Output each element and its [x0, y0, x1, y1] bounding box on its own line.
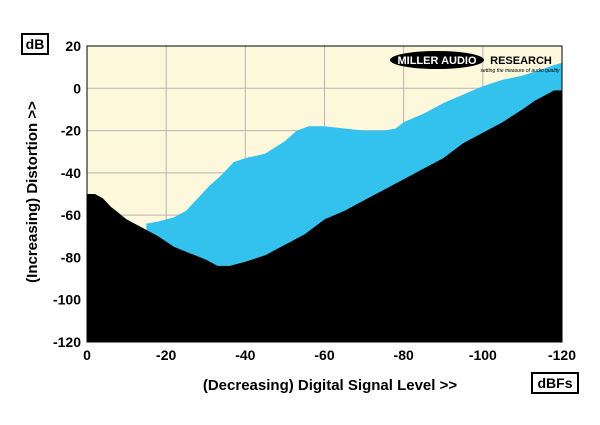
x-tick-label: -100 — [469, 347, 497, 363]
plot-frame — [86, 45, 563, 343]
svg-text:RESEARCH: RESEARCH — [490, 55, 552, 67]
x-tick-label: -120 — [548, 347, 576, 363]
x-tick-label: -80 — [394, 347, 414, 363]
svg-text:setting the measure of audio q: setting the measure of audio quality — [481, 68, 560, 74]
distortion-band — [146, 62, 562, 266]
y-tick-label: -80 — [61, 249, 81, 265]
y-tick-label: -100 — [53, 292, 81, 308]
x-tick-label: -40 — [235, 347, 255, 363]
y-tick-label: -60 — [61, 207, 81, 223]
x-tick-labels: 0 -20 -40 -60 -80 -100 -120 — [83, 347, 576, 363]
y-unit-label: dB — [26, 36, 45, 52]
svg-text:MILLER AUDIO: MILLER AUDIO — [397, 55, 476, 67]
x-unit-label: dBFs — [538, 375, 573, 391]
y-tick-label: 0 — [73, 80, 81, 96]
x-unit-box: dBFs — [531, 372, 579, 394]
y-axis-title: (Increasing) Distortion >> — [24, 101, 41, 283]
y-tick-label: 20 — [65, 38, 81, 54]
y-tick-label: -20 — [61, 123, 81, 139]
x-tick-label: -20 — [156, 347, 176, 363]
y-tick-label: -120 — [53, 334, 81, 350]
x-tick-label: -60 — [314, 347, 334, 363]
y-tick-label: -40 — [61, 165, 81, 181]
y-unit-box: dB — [21, 33, 49, 55]
x-axis-title: (Decreasing) Digital Signal Level >> — [203, 377, 457, 394]
noise-floor-area — [87, 90, 562, 343]
x-tick-label: 0 — [83, 347, 91, 363]
brand-logo: MILLER AUDIO RESEARCH setting the measur… — [390, 51, 560, 74]
y-tick-labels: 20 0 -20 -40 -60 -80 -100 -120 — [53, 38, 81, 350]
